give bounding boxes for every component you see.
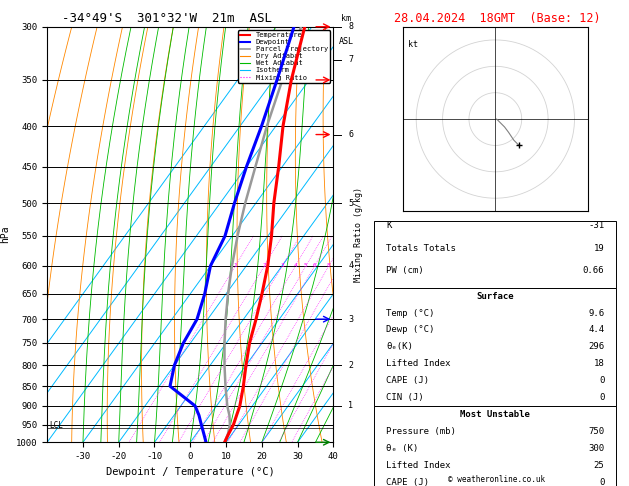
Text: 2: 2: [262, 263, 266, 268]
Text: 5: 5: [304, 263, 308, 268]
Bar: [374, 222, 616, 288]
Legend: Temperature, Dewpoint, Parcel Trajectory, Dry Adiabat, Wet Adiabat, Isotherm, Mi: Temperature, Dewpoint, Parcel Trajectory…: [238, 30, 330, 83]
Text: Mixing Ratio (g/kg): Mixing Ratio (g/kg): [354, 187, 363, 282]
Text: θₑ(K): θₑ(K): [386, 342, 413, 351]
Text: © weatheronline.co.uk: © weatheronline.co.uk: [448, 474, 545, 484]
Text: LCL: LCL: [49, 421, 63, 430]
Text: 1: 1: [348, 401, 353, 410]
Text: Pressure (mb): Pressure (mb): [386, 427, 456, 436]
Text: CAPE (J): CAPE (J): [386, 376, 430, 385]
Text: 0: 0: [599, 393, 604, 402]
Text: 8: 8: [348, 22, 353, 31]
Text: 25: 25: [594, 461, 604, 469]
Text: 3: 3: [281, 263, 284, 268]
Text: CIN (J): CIN (J): [386, 393, 424, 402]
Text: Lifted Index: Lifted Index: [386, 461, 451, 469]
Y-axis label: hPa: hPa: [1, 226, 11, 243]
Text: 7: 7: [348, 55, 353, 64]
Text: Surface: Surface: [477, 292, 514, 301]
Bar: [374, 288, 616, 406]
Text: -34°49'S  301°32'W  21m  ASL: -34°49'S 301°32'W 21m ASL: [62, 12, 272, 25]
Text: Totals Totals: Totals Totals: [386, 243, 456, 253]
Text: 4: 4: [294, 263, 298, 268]
Bar: [374, 406, 616, 486]
Text: 0.66: 0.66: [583, 266, 604, 275]
Text: 2: 2: [348, 361, 353, 370]
Text: 9.6: 9.6: [588, 309, 604, 317]
Text: Lifted Index: Lifted Index: [386, 359, 451, 368]
Text: 3: 3: [348, 314, 353, 324]
Text: 6: 6: [313, 263, 316, 268]
Text: 6: 6: [348, 130, 353, 139]
Text: PW (cm): PW (cm): [386, 266, 424, 275]
Text: 18: 18: [594, 359, 604, 368]
Text: km: km: [341, 14, 351, 22]
Text: 1: 1: [233, 263, 237, 268]
Text: Temp (°C): Temp (°C): [386, 309, 435, 317]
Text: Most Unstable: Most Unstable: [460, 410, 530, 419]
Text: CAPE (J): CAPE (J): [386, 478, 430, 486]
Text: ASL: ASL: [338, 37, 353, 46]
Text: 19: 19: [594, 243, 604, 253]
Text: 0: 0: [599, 376, 604, 385]
Text: 28.04.2024  18GMT  (Base: 12): 28.04.2024 18GMT (Base: 12): [394, 12, 600, 25]
Text: 0: 0: [599, 478, 604, 486]
Text: 5: 5: [348, 199, 353, 208]
Text: 8: 8: [327, 263, 331, 268]
Text: 750: 750: [588, 427, 604, 436]
Text: kt: kt: [408, 40, 418, 49]
Text: 4: 4: [348, 261, 353, 270]
Text: K: K: [386, 222, 392, 230]
Text: 300: 300: [588, 444, 604, 453]
Text: -31: -31: [588, 222, 604, 230]
X-axis label: Dewpoint / Temperature (°C): Dewpoint / Temperature (°C): [106, 467, 275, 477]
Text: 296: 296: [588, 342, 604, 351]
Text: θₑ (K): θₑ (K): [386, 444, 419, 453]
Text: Dewp (°C): Dewp (°C): [386, 326, 435, 334]
Text: 4.4: 4.4: [588, 326, 604, 334]
